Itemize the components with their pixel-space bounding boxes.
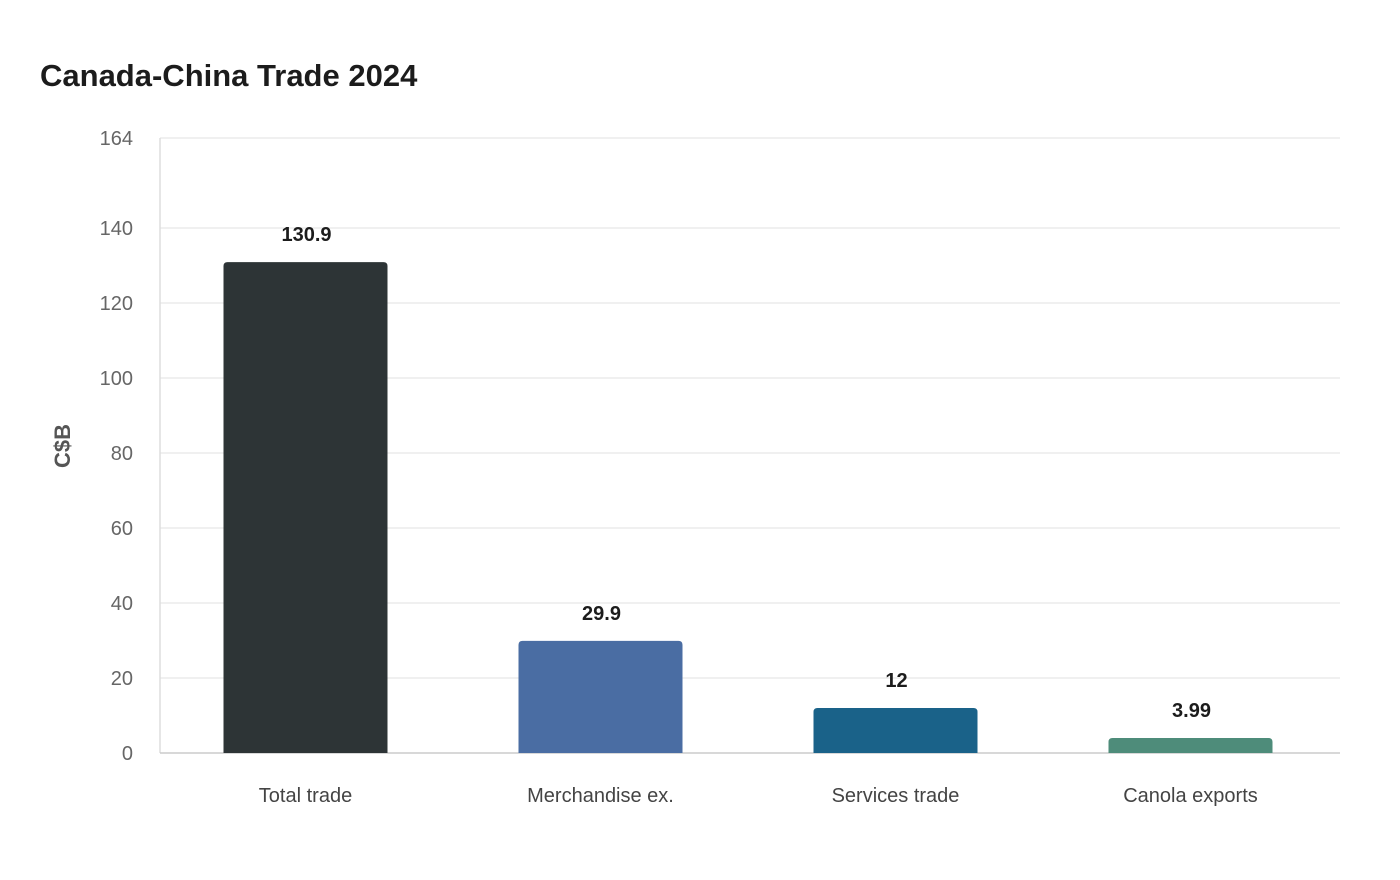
bar (223, 262, 388, 753)
y-tick-label: 60 (111, 518, 133, 540)
bar (1108, 738, 1273, 753)
data-labels: 130.9 29.9 12 3.99 (281, 224, 1211, 722)
y-tick-label: 100 (100, 368, 133, 390)
y-axis: 0 20 40 60 80 100 120 140 164 (100, 128, 161, 765)
data-label: 29.9 (582, 603, 621, 625)
x-tick-label: Merchandise ex. (527, 785, 674, 807)
y-tick-label: 120 (100, 293, 133, 315)
x-tick-label: Total trade (259, 785, 352, 807)
y-tick-label: 164 (100, 128, 133, 150)
bar (518, 640, 683, 753)
data-label: 12 (885, 670, 907, 692)
x-tick-label: Canola exports (1123, 785, 1258, 807)
y-tick-label: 140 (100, 218, 133, 240)
chart-title: Canada-China Trade 2024 (40, 58, 418, 93)
x-axis: Total trade Merchandise ex. Services trade… (160, 752, 1340, 807)
y-tick-label: 80 (111, 443, 133, 465)
y-tick-label: 40 (111, 593, 133, 615)
y-tick-label: 0 (122, 743, 133, 765)
y-axis-title: C$B (50, 424, 75, 468)
x-tick-label: Services trade (832, 785, 960, 807)
bars (223, 262, 1273, 753)
bar (813, 708, 978, 753)
data-label: 130.9 (281, 224, 331, 246)
y-tick-label: 20 (111, 668, 133, 690)
data-label: 3.99 (1172, 700, 1211, 722)
